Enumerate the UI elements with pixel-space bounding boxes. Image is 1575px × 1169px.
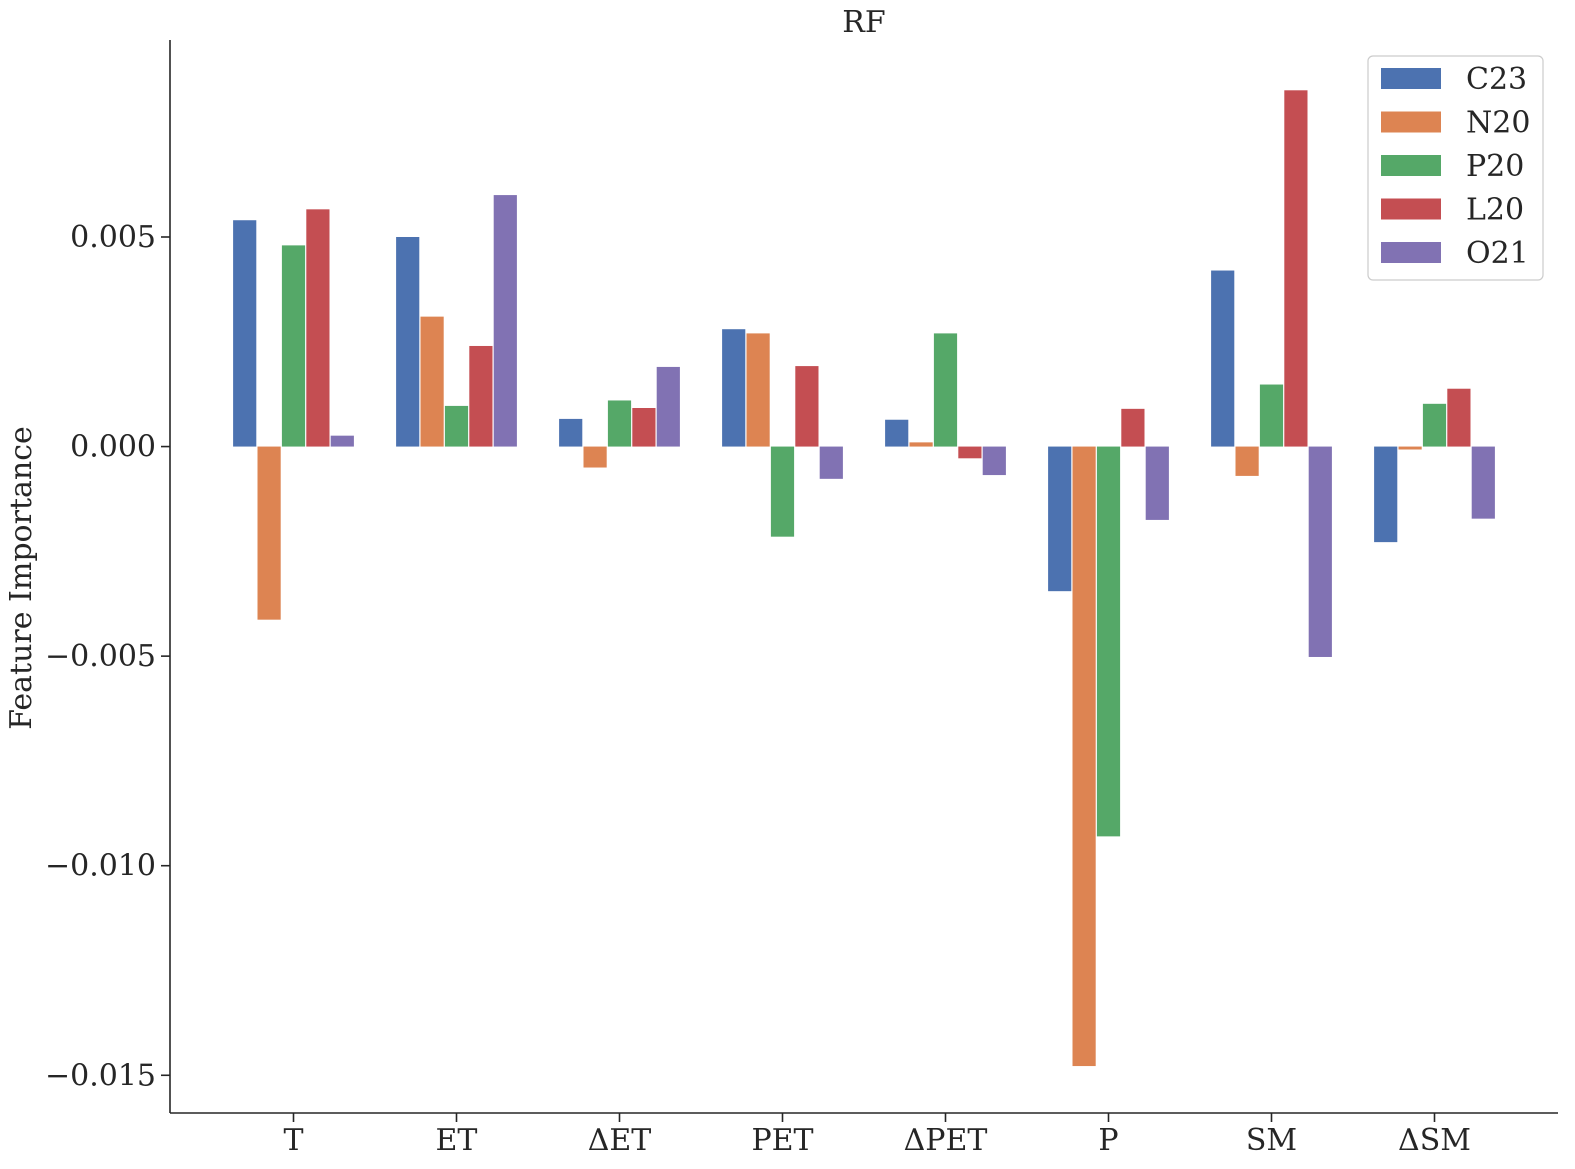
bar-o21-5 [1145,446,1169,520]
bar-o21-4 [982,446,1006,476]
bar-p20-2 [607,400,632,447]
legend-label-l20: L20 [1466,193,1524,228]
legend-swatch-o21 [1381,242,1441,263]
x-axis: T ET ΔET PET ΔPET P SM ΔSM [170,1112,1558,1158]
legend-swatch-p20 [1381,155,1441,176]
bar-p20-5 [1096,446,1121,837]
y-tick-label: −0.010 [45,849,156,884]
bar-o21-6 [1308,446,1332,657]
legend-swatch-c23 [1381,68,1441,89]
y-tick-label: −0.005 [45,639,156,674]
bar-l20-2 [632,408,656,447]
bar-p20-1 [444,405,469,447]
bar-p20-3 [770,446,795,537]
bar-l20-4 [958,446,982,459]
y-tick-label: 0.000 [70,430,156,465]
bar-o21-1 [493,195,517,447]
chart-title: RF [842,5,885,40]
y-axis-label: Feature Importance [4,426,39,730]
bar-o21-0 [330,435,354,447]
bar-o21-3 [819,446,843,479]
bar-c23-6 [1211,270,1235,447]
bar-l20-1 [469,345,493,447]
plot-area [233,90,1495,1067]
bar-l20-3 [795,366,819,447]
bar-p20-4 [933,333,958,447]
bar-n20-7 [1398,446,1422,450]
bar-o21-7 [1471,446,1495,519]
bar-n20-5 [1072,446,1096,1067]
x-tick-label: PET [751,1123,813,1158]
bar-n20-6 [1235,446,1259,476]
bar-n20-4 [909,442,933,447]
bar-o21-2 [656,366,680,447]
legend: C23 N20 P20 L20 O21 [1367,55,1544,281]
bar-c23-7 [1374,446,1398,543]
legend-label-c23: C23 [1466,62,1527,97]
y-tick-label: −0.015 [45,1058,156,1093]
y-axis: 0.005 0.000 −0.005 −0.010 −0.015 [45,40,171,1113]
bar-n20-0 [257,446,281,620]
bar-c23-2 [559,418,583,447]
bar-p20-6 [1259,384,1284,447]
legend-label-p20: P20 [1466,149,1524,184]
bar-l20-0 [306,209,330,447]
legend-label-o21: O21 [1466,236,1529,271]
x-tick-label: ΔSM [1398,1123,1471,1158]
x-tick-label: ΔPET [904,1123,988,1158]
bar-c23-4 [885,419,909,447]
bar-n20-2 [583,446,607,468]
x-tick-label: ΔET [588,1123,652,1158]
bar-c23-1 [396,236,420,447]
bar-n20-1 [420,316,444,447]
bar-l20-5 [1121,408,1145,447]
x-tick-label: P [1098,1123,1118,1158]
bar-c23-5 [1048,446,1072,592]
bar-p20-0 [281,245,306,447]
y-tick-label: 0.005 [70,220,156,255]
bar-l20-6 [1284,90,1308,447]
legend-swatch-n20 [1381,111,1441,133]
bar-c23-0 [233,220,257,447]
legend-swatch-l20 [1381,198,1441,220]
bar-l20-7 [1447,388,1471,447]
bar-p20-7 [1422,403,1447,447]
bar-c23-3 [722,329,746,447]
legend-label-n20: N20 [1466,106,1530,141]
x-tick-label: ET [436,1123,478,1158]
x-tick-label: T [283,1123,303,1158]
x-tick-label: SM [1246,1123,1297,1158]
bar-n20-3 [746,333,770,447]
